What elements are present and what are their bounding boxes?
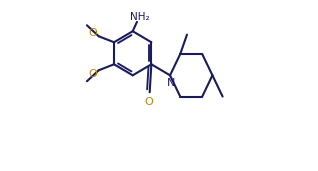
Text: N: N (167, 78, 175, 88)
Text: O: O (88, 28, 97, 38)
Text: O: O (144, 97, 153, 107)
Text: NH₂: NH₂ (130, 12, 149, 22)
Text: O: O (88, 69, 97, 79)
